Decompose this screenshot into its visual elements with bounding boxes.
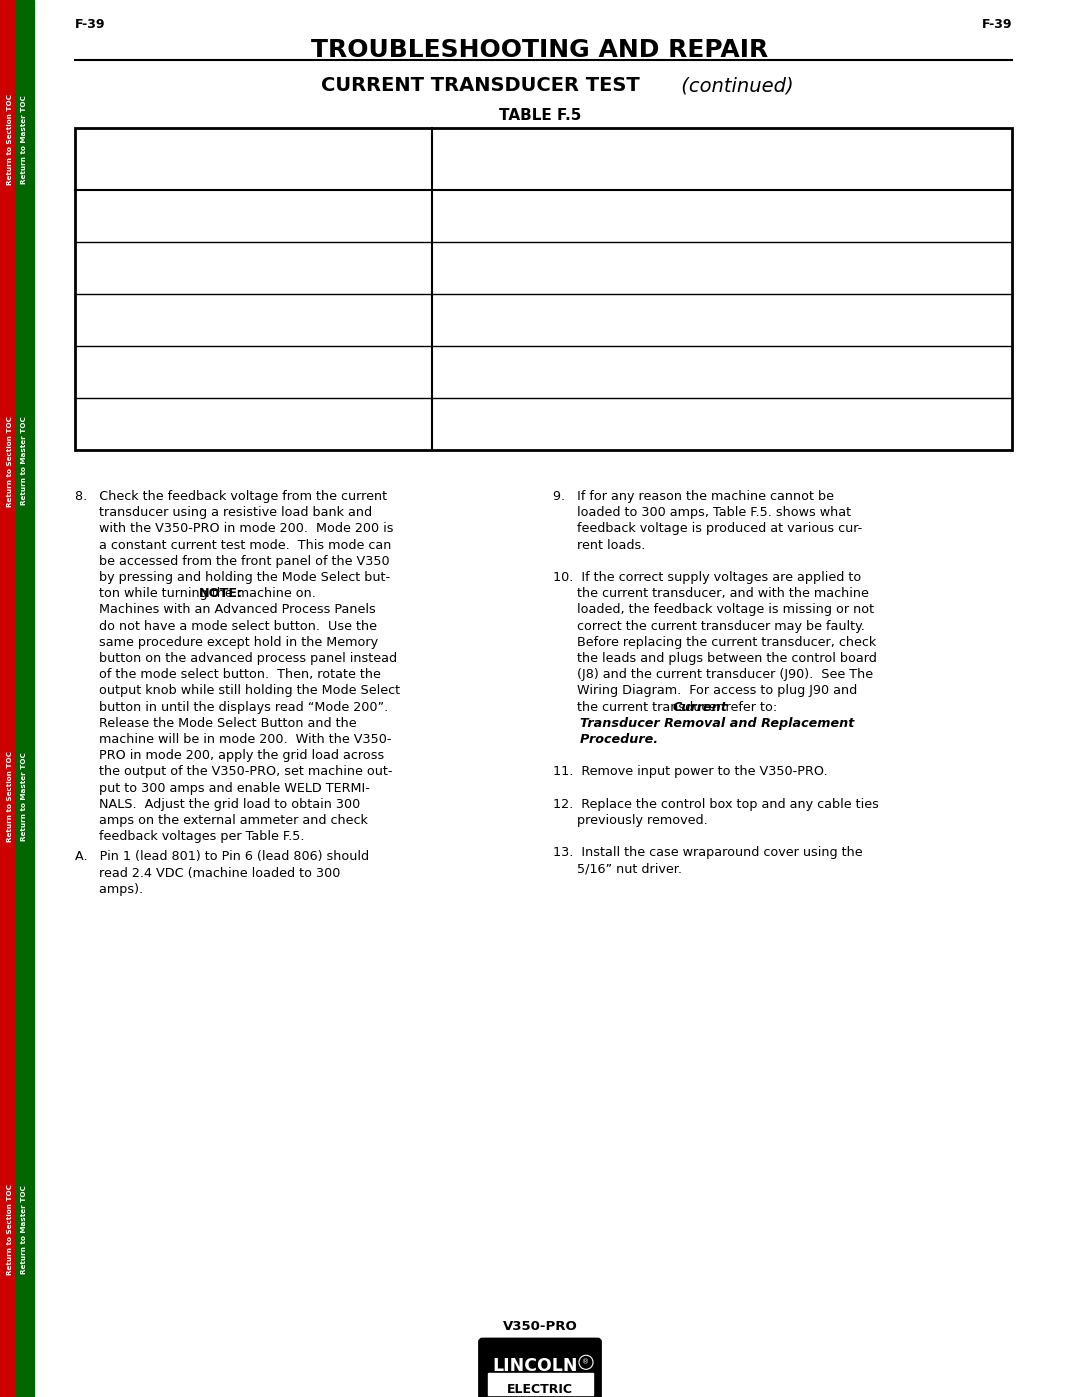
Text: previously removed.: previously removed. <box>553 814 707 827</box>
Text: with the V350-PRO in mode 200.  Mode 200 is: with the V350-PRO in mode 200. Mode 200 … <box>75 522 393 535</box>
Text: 1.6: 1.6 <box>706 312 738 330</box>
Text: rent loads.: rent loads. <box>553 539 646 552</box>
Text: Machines with an Advanced Process Panels: Machines with an Advanced Process Panels <box>75 604 376 616</box>
Text: Return to Master TOC: Return to Master TOC <box>21 1185 27 1274</box>
Text: feedback voltages per Table F.5.: feedback voltages per Table F.5. <box>75 830 305 844</box>
Bar <box>487 1373 593 1396</box>
Text: Transducer Removal and Replacement: Transducer Removal and Replacement <box>553 717 854 729</box>
Text: EXPECTED TRANSDUCER FEEDBACK
VOLTAGE: EXPECTED TRANSDUCER FEEDBACK VOLTAGE <box>555 137 889 180</box>
Text: feedback voltage is produced at various cur-: feedback voltage is produced at various … <box>553 522 862 535</box>
Text: the current transducer, and with the machine: the current transducer, and with the mac… <box>553 587 869 601</box>
Text: F-39: F-39 <box>75 18 106 31</box>
Text: Wiring Diagram.  For access to plug J90 and: Wiring Diagram. For access to plug J90 a… <box>553 685 858 697</box>
Text: by pressing and holding the Mode Select but-: by pressing and holding the Mode Select … <box>75 571 390 584</box>
Text: F-39: F-39 <box>982 18 1012 31</box>
Text: 12.  Replace the control box top and any cable ties: 12. Replace the control box top and any … <box>553 798 879 810</box>
Text: Before replacing the current transducer, check: Before replacing the current transducer,… <box>553 636 876 648</box>
Text: 100: 100 <box>235 415 272 433</box>
Text: Return to Master TOC: Return to Master TOC <box>21 95 27 184</box>
Text: 0.8: 0.8 <box>706 415 738 433</box>
Text: Return to Section TOC: Return to Section TOC <box>6 415 13 507</box>
Text: Return to Section TOC: Return to Section TOC <box>6 94 13 186</box>
Text: correct the current transducer may be faulty.: correct the current transducer may be fa… <box>553 620 865 633</box>
Text: NALS.  Adjust the grid load to obtain 300: NALS. Adjust the grid load to obtain 300 <box>75 798 361 810</box>
Text: V350-PRO: V350-PRO <box>502 1320 578 1333</box>
Text: Return to Section TOC: Return to Section TOC <box>6 750 13 842</box>
Text: Procedure.: Procedure. <box>553 733 658 746</box>
Text: PRO in mode 200, apply the grid load across: PRO in mode 200, apply the grid load acr… <box>75 749 384 763</box>
Text: same procedure except hold in the Memory: same procedure except hold in the Memory <box>75 636 378 648</box>
Text: NOTE:: NOTE: <box>199 587 243 601</box>
Text: 2.4: 2.4 <box>706 207 738 225</box>
Text: button in until the displays read “Mode 200”.: button in until the displays read “Mode … <box>75 701 388 714</box>
Text: CURRENT TRANSDUCER TEST: CURRENT TRANSDUCER TEST <box>321 75 639 95</box>
Text: 150: 150 <box>235 363 272 381</box>
Text: be accessed from the front panel of the V350: be accessed from the front panel of the … <box>75 555 390 567</box>
Text: Return to Master TOC: Return to Master TOC <box>21 416 27 506</box>
Bar <box>16 0 33 1397</box>
Text: Return to Section TOC: Return to Section TOC <box>6 1183 13 1275</box>
Text: loaded, the feedback voltage is missing or not: loaded, the feedback voltage is missing … <box>553 604 874 616</box>
Text: 10.  If the correct supply voltages are applied to: 10. If the correct supply voltages are a… <box>553 571 861 584</box>
Text: 13.  Install the case wraparound cover using the: 13. Install the case wraparound cover us… <box>553 847 863 859</box>
Text: 8.   Check the feedback voltage from the current: 8. Check the feedback voltage from the c… <box>75 490 387 503</box>
Text: 200: 200 <box>235 312 272 330</box>
Text: the output of the V350-PRO, set machine out-: the output of the V350-PRO, set machine … <box>75 766 392 778</box>
Text: (J8) and the current transducer (J90).  See The: (J8) and the current transducer (J90). S… <box>553 668 873 682</box>
Text: ton while turning the machine on.: ton while turning the machine on. <box>75 587 324 601</box>
Text: (continued): (continued) <box>675 75 794 95</box>
Text: loaded to 300 amps, Table F.5. shows what: loaded to 300 amps, Table F.5. shows wha… <box>553 506 851 520</box>
Text: button on the advanced process panel instead: button on the advanced process panel ins… <box>75 652 397 665</box>
Text: output knob while still holding the Mode Select: output knob while still holding the Mode… <box>75 685 400 697</box>
Text: LINCOLN: LINCOLN <box>492 1358 578 1376</box>
Text: 5/16” nut driver.: 5/16” nut driver. <box>553 862 681 876</box>
Text: ELECTRIC: ELECTRIC <box>507 1383 573 1396</box>
Text: do not have a mode select button.  Use the: do not have a mode select button. Use th… <box>75 620 377 633</box>
Text: transducer using a resistive load bank and: transducer using a resistive load bank a… <box>75 506 373 520</box>
Text: 11.  Remove input power to the V350-PRO.: 11. Remove input power to the V350-PRO. <box>553 766 827 778</box>
Text: 2.0: 2.0 <box>706 258 738 277</box>
Text: ®: ® <box>582 1359 590 1365</box>
Text: amps).: amps). <box>75 883 144 895</box>
Text: 1.2: 1.2 <box>706 363 738 381</box>
Text: put to 300 amps and enable WELD TERMI-: put to 300 amps and enable WELD TERMI- <box>75 781 369 795</box>
Text: the current transducer refer to:: the current transducer refer to: <box>553 701 785 714</box>
Text: 250: 250 <box>235 258 272 277</box>
Bar <box>0 0 16 1397</box>
Text: TABLE F.5: TABLE F.5 <box>499 108 581 123</box>
Text: OUTPUT LOAD CURRENT: OUTPUT LOAD CURRENT <box>140 149 366 168</box>
Text: 300: 300 <box>235 207 272 225</box>
Text: of the mode select button.  Then, rotate the: of the mode select button. Then, rotate … <box>75 668 381 682</box>
Text: TROUBLESHOOTING AND REPAIR: TROUBLESHOOTING AND REPAIR <box>311 38 769 61</box>
Text: read 2.4 VDC (machine loaded to 300: read 2.4 VDC (machine loaded to 300 <box>75 866 340 880</box>
Text: Release the Mode Select Button and the: Release the Mode Select Button and the <box>75 717 356 729</box>
Text: A.   Pin 1 (lead 801) to Pin 6 (lead 806) should: A. Pin 1 (lead 801) to Pin 6 (lead 806) … <box>75 851 369 863</box>
Text: Current: Current <box>673 701 728 714</box>
FancyBboxPatch shape <box>480 1338 600 1397</box>
Text: a constant current test mode.  This mode can: a constant current test mode. This mode … <box>75 539 391 552</box>
Text: the leads and plugs between the control board: the leads and plugs between the control … <box>553 652 877 665</box>
Bar <box>75 129 1012 450</box>
Text: machine will be in mode 200.  With the V350-: machine will be in mode 200. With the V3… <box>75 733 391 746</box>
Text: 9.   If for any reason the machine cannot be: 9. If for any reason the machine cannot … <box>553 490 834 503</box>
Text: Return to Master TOC: Return to Master TOC <box>21 752 27 841</box>
Text: amps on the external ammeter and check: amps on the external ammeter and check <box>75 814 368 827</box>
